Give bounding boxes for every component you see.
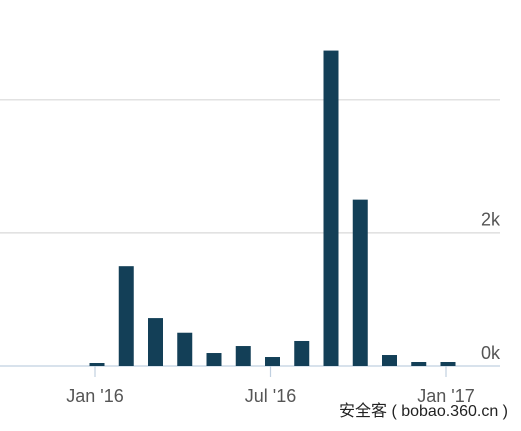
bar <box>352 199 368 366</box>
bar <box>265 357 280 366</box>
bar <box>294 340 310 366</box>
y-tick-label: 2k <box>481 210 501 230</box>
bar <box>118 266 134 366</box>
x-tick-label: Jan '17 <box>417 386 474 406</box>
bar <box>89 363 105 366</box>
bar <box>206 353 222 366</box>
bar <box>440 362 456 366</box>
x-tick-label: Jan '16 <box>66 386 123 406</box>
bar <box>177 332 193 366</box>
watermark: 安全客 ( bobao.360.cn ) <box>339 402 508 420</box>
bar <box>382 355 397 366</box>
y-tick-label: 0k <box>481 343 501 363</box>
bar <box>411 362 427 366</box>
bar <box>148 318 163 366</box>
x-tick-label: Jul '16 <box>245 386 296 406</box>
bar <box>235 346 251 366</box>
bar <box>323 50 339 366</box>
